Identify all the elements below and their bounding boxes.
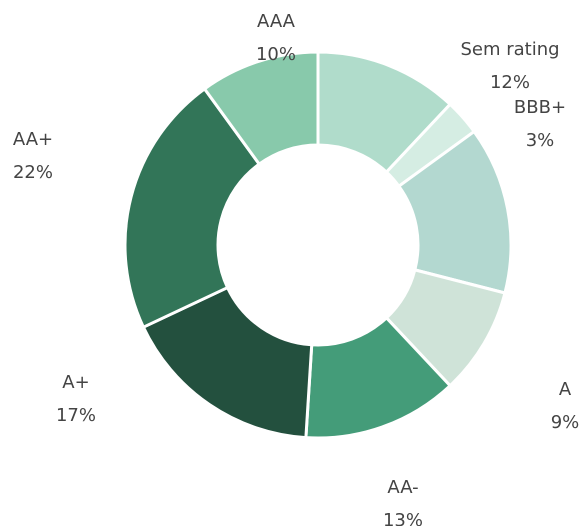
slice-label: AA+ <box>13 129 53 150</box>
slice-value-label: 10% <box>256 44 296 65</box>
slice-value-label: 13% <box>383 510 423 526</box>
slice-label: A <box>559 379 572 400</box>
slice-value-label: 3% <box>526 130 555 151</box>
slice-label: BBB+ <box>514 97 566 118</box>
slice-value-label: 17% <box>56 405 96 426</box>
slice-label: AAA <box>257 11 296 32</box>
slice-label: Sem rating <box>460 39 559 60</box>
donut-slice <box>141 285 314 440</box>
slice-value-label: 12% <box>490 72 530 93</box>
donut-slice <box>202 50 320 167</box>
slice-value-label: 22% <box>13 162 53 183</box>
slice-value-label: 9% <box>551 412 580 433</box>
slice-label: A+ <box>62 372 89 393</box>
donut-slice <box>123 86 262 330</box>
slice-label: AA- <box>387 477 418 498</box>
